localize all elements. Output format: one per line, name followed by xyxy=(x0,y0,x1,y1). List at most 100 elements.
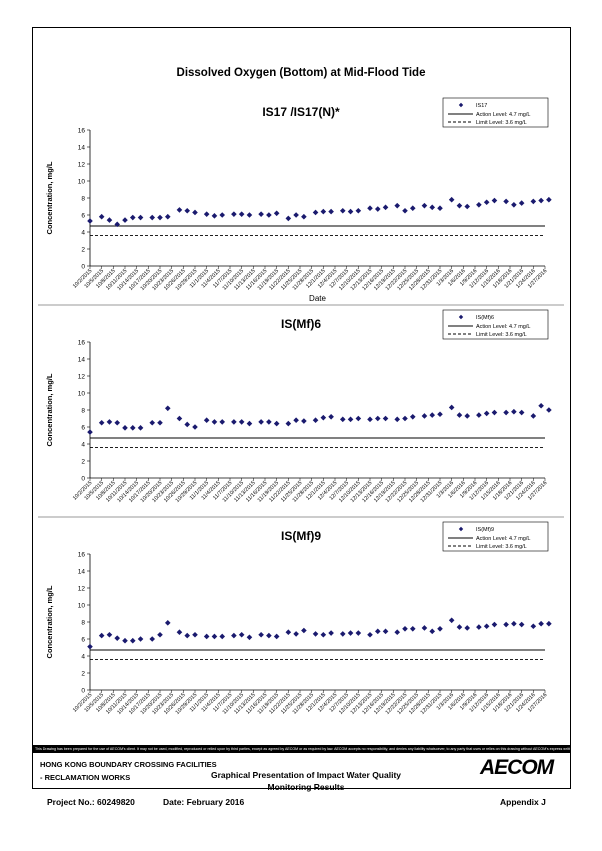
data-point xyxy=(238,419,245,425)
legend-series-label: IS17 xyxy=(476,103,487,109)
data-point xyxy=(203,211,210,217)
y-tick-label: 8 xyxy=(81,196,85,203)
y-tick-label: 2 xyxy=(81,459,85,466)
data-point xyxy=(409,626,416,632)
data-point xyxy=(355,415,362,422)
data-point xyxy=(87,643,93,650)
legend-action-label: Action Level: 4.7 mg/L xyxy=(476,112,530,118)
y-tick-label: 12 xyxy=(78,586,86,593)
y-tick-label: 6 xyxy=(81,637,85,644)
data-point xyxy=(176,629,183,635)
data-point xyxy=(219,419,226,425)
data-point xyxy=(530,623,537,630)
data-point xyxy=(114,221,121,228)
chart-title: IS(Mf)9 xyxy=(281,529,321,543)
legend-limit-label: Limit Level: 3.6 mg/L xyxy=(476,332,527,338)
y-tick-label: 16 xyxy=(78,340,86,347)
data-point xyxy=(339,416,346,423)
data-point xyxy=(347,416,354,423)
legend-limit-label: Limit Level: 3.6 mg/L xyxy=(476,120,527,126)
data-point xyxy=(538,620,544,627)
data-point xyxy=(114,419,121,426)
legend-marker xyxy=(458,102,464,108)
data-point xyxy=(382,204,389,211)
data-point xyxy=(429,412,436,418)
project-name-line-2: - RECLAMATION WORKS xyxy=(40,773,131,782)
company-logo: AECOM xyxy=(480,756,554,779)
data-point xyxy=(421,202,428,209)
data-point xyxy=(106,419,113,425)
y-axis-label: Concentration, mg/L xyxy=(45,585,54,658)
legend-action-label: Action Level: 4.7 mg/L xyxy=(476,324,530,330)
y-tick-label: 0 xyxy=(81,264,85,271)
data-point xyxy=(538,402,544,409)
data-point xyxy=(394,416,401,423)
data-point xyxy=(106,631,113,638)
data-point xyxy=(164,213,171,220)
data-point xyxy=(339,207,346,214)
data-point xyxy=(266,632,272,639)
data-point xyxy=(184,421,191,428)
data-point xyxy=(246,212,253,218)
data-point xyxy=(211,419,218,425)
data-point xyxy=(511,620,517,627)
legend-series-label: IS(Mf)9 xyxy=(476,527,494,533)
data-point xyxy=(437,205,443,211)
data-point xyxy=(518,409,525,416)
data-point xyxy=(518,621,525,628)
y-tick-label: 16 xyxy=(78,128,86,135)
data-point xyxy=(402,207,408,214)
data-point xyxy=(464,413,471,419)
y-tick-label: 8 xyxy=(81,620,85,627)
data-point xyxy=(464,625,471,631)
data-point xyxy=(98,213,105,220)
data-point xyxy=(192,631,198,638)
legend-marker xyxy=(458,314,464,320)
legend-series-label: IS(Mf)6 xyxy=(476,315,494,321)
data-point xyxy=(231,211,237,217)
data-point xyxy=(437,626,443,632)
legend-action-label: Action Level: 4.7 mg/L xyxy=(476,536,530,542)
data-point xyxy=(483,623,490,630)
data-point xyxy=(328,414,334,420)
data-point xyxy=(382,628,389,635)
data-point xyxy=(546,620,552,627)
data-point xyxy=(491,621,498,628)
project-number: Project No.: 60249820 xyxy=(47,797,135,807)
data-point xyxy=(518,200,525,206)
y-tick-label: 4 xyxy=(81,442,85,449)
data-point xyxy=(149,214,156,221)
y-tick-label: 2 xyxy=(81,247,85,254)
legend-marker xyxy=(458,526,464,532)
data-point xyxy=(491,409,498,416)
data-point xyxy=(448,617,455,624)
data-point xyxy=(98,632,105,639)
data-point xyxy=(448,404,455,411)
data-point xyxy=(394,202,401,209)
data-point xyxy=(129,214,136,221)
data-point xyxy=(347,630,354,636)
data-point xyxy=(530,198,537,205)
data-point xyxy=(464,203,471,210)
data-point xyxy=(429,204,436,211)
data-point xyxy=(429,628,436,635)
data-point xyxy=(98,419,105,426)
data-point xyxy=(530,413,537,419)
data-point xyxy=(129,637,136,644)
data-point xyxy=(448,196,455,203)
data-point xyxy=(476,202,482,208)
data-point xyxy=(339,631,346,637)
data-point xyxy=(355,630,362,636)
data-point xyxy=(476,624,482,630)
y-tick-label: 4 xyxy=(81,654,85,661)
document-title-line-2: Monitoring Results xyxy=(267,782,345,792)
data-point xyxy=(266,212,272,218)
data-point xyxy=(122,217,128,223)
document-title-line-1: Graphical Presentation of Impact Water Q… xyxy=(210,770,402,780)
data-point xyxy=(157,419,163,426)
y-tick-label: 10 xyxy=(78,603,86,610)
data-point xyxy=(157,631,163,638)
data-point xyxy=(409,414,416,420)
data-point xyxy=(273,633,280,640)
y-tick-label: 8 xyxy=(81,408,85,415)
